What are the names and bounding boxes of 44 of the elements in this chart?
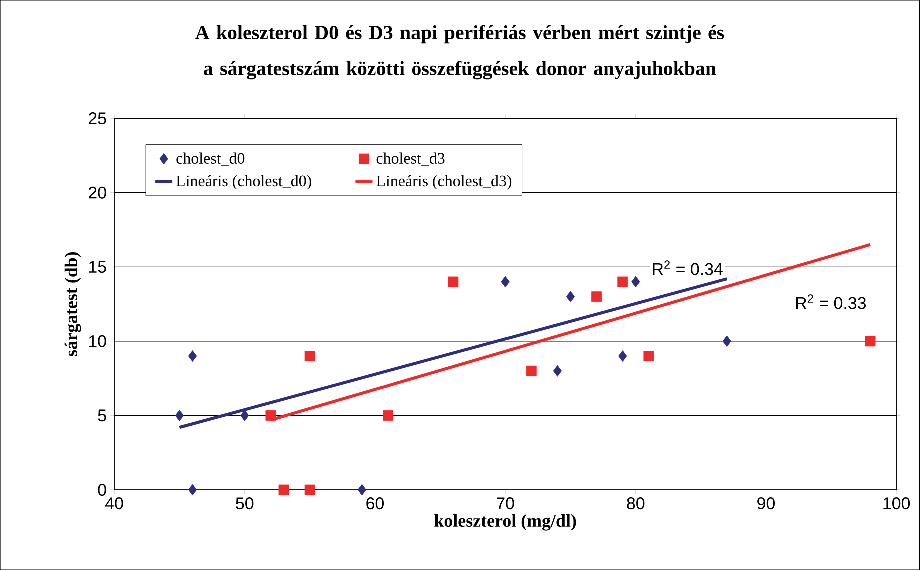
- point: [358, 484, 367, 496]
- x-tick-label: 70: [497, 498, 514, 510]
- y-tick-label: 15: [89, 261, 106, 274]
- x-tick-label: 80: [627, 498, 645, 510]
- point: [553, 366, 562, 378]
- point: [865, 336, 876, 347]
- point: [644, 351, 654, 362]
- y-axis-title: sárgatest (db): [64, 252, 82, 357]
- x-tick-label: 90: [758, 498, 776, 510]
- point: [722, 336, 732, 348]
- chart-title: A koleszterol D0 és D3 napi perifériás vérben mért szintje és a sárgatestszám közötti összefüggések donor anyajuhokban: [196, 26, 724, 80]
- point: [592, 292, 602, 302]
- y-tick-label: 5: [98, 410, 106, 422]
- point: [188, 350, 198, 362]
- point: [304, 351, 316, 362]
- x-tick-label: 60: [366, 498, 384, 510]
- legend-label: cholest_d0: [176, 152, 245, 166]
- point: [448, 277, 459, 288]
- point: [304, 485, 316, 496]
- point: [501, 276, 510, 288]
- x-tick-label: 50: [236, 498, 254, 510]
- point: [278, 485, 290, 496]
- legend-label: Lineáris (cholest_d3): [376, 176, 512, 190]
- y-tick-label: 10: [89, 336, 106, 348]
- legend-label: cholest_d3: [376, 152, 445, 166]
- point: [175, 410, 184, 422]
- point: [240, 410, 250, 422]
- x-tick-label: 40: [106, 498, 124, 510]
- point: [632, 276, 640, 288]
- point: [526, 366, 537, 377]
- legend-label: Lineáris (cholest_d0): [176, 176, 312, 190]
- x-axis-title: koleszterol (mg/dl): [434, 514, 576, 532]
- y-tick-label: 0: [98, 484, 106, 496]
- x-tick-label: 100: [884, 498, 910, 510]
- y-tick-label: 25: [89, 112, 106, 125]
- point: [383, 410, 394, 422]
- annotation: R$^{2}$ = 0.34: [653, 260, 723, 276]
- point: [618, 350, 628, 362]
- annotation: R$^{2}$ = 0.33: [796, 294, 866, 310]
- point: [618, 277, 628, 288]
- point: [266, 410, 276, 422]
- point: [188, 484, 198, 496]
- point: [566, 291, 576, 303]
- y-tick-label: 20: [89, 187, 106, 200]
